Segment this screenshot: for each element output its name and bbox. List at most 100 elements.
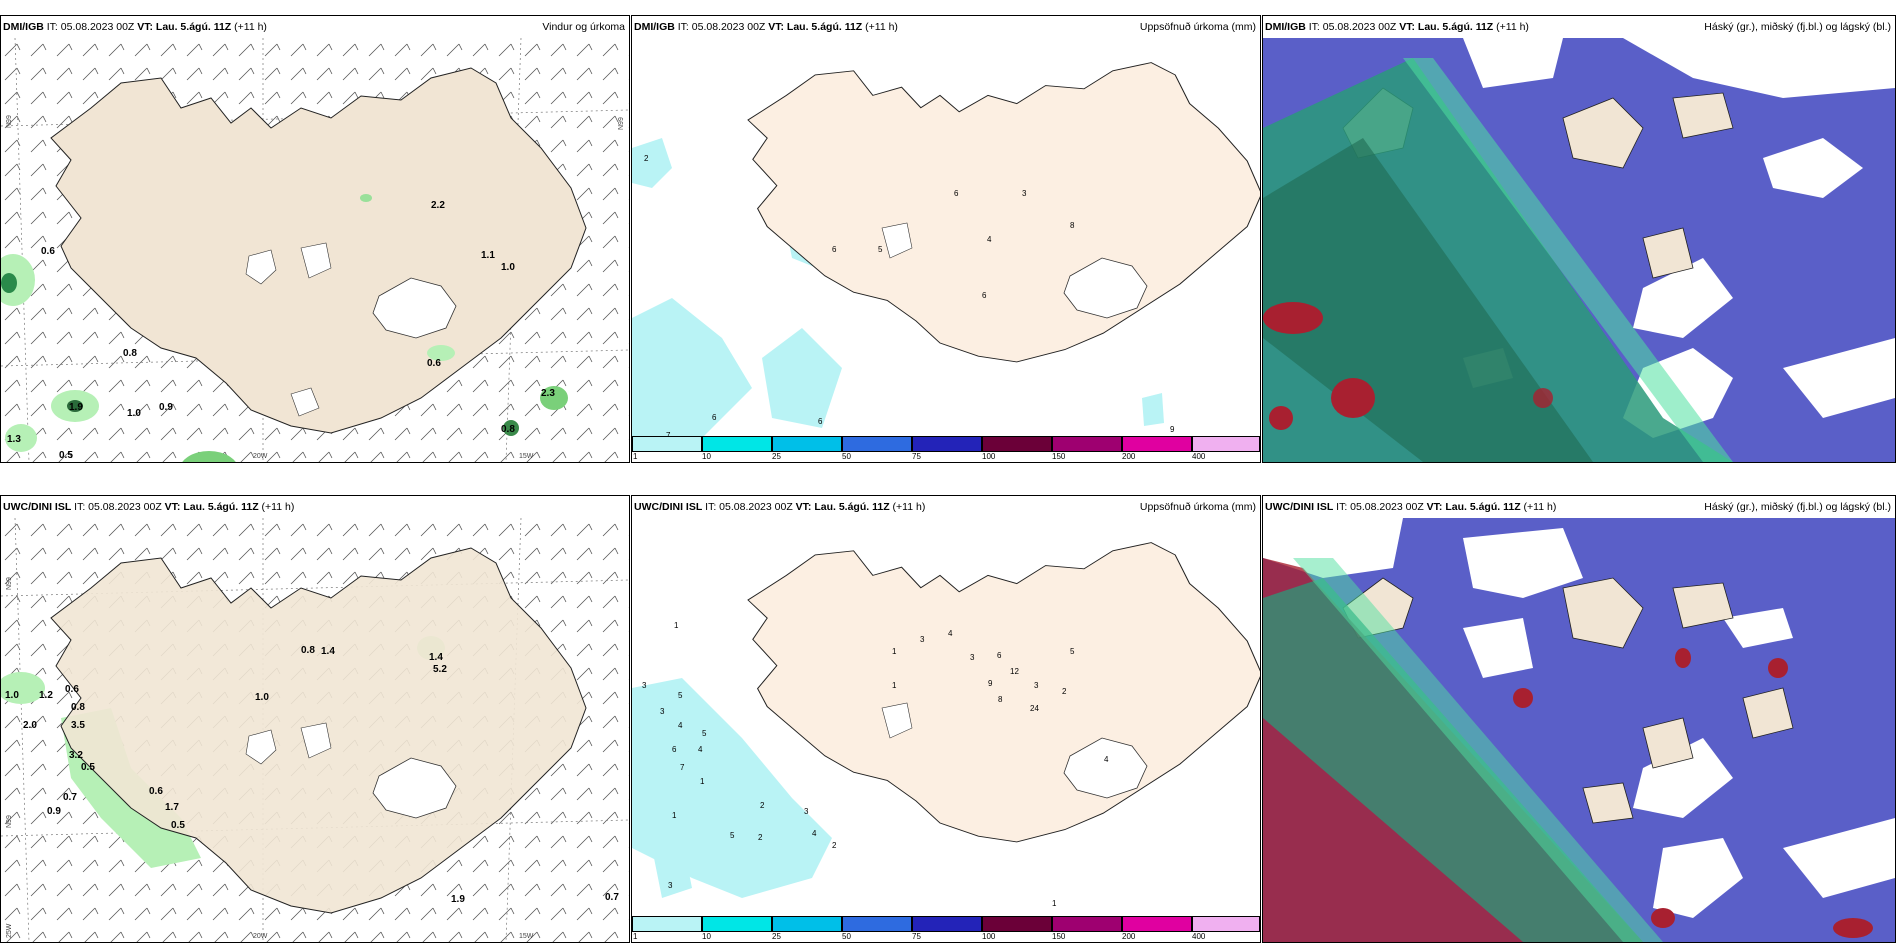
panel-accum-precip-uwc: UWC/DINI ISL IT: 05.08.2023 00Z VT: Lau.… xyxy=(631,495,1261,943)
panel-title: Háský (gr.), miðský (fj.bl.) og lágský (… xyxy=(1704,21,1891,33)
value-label: 5 xyxy=(730,831,735,840)
glacier xyxy=(290,387,320,417)
colorbar-swatch xyxy=(842,916,912,932)
value-label: 2 xyxy=(758,833,763,842)
colorbar-tick: 25 xyxy=(772,932,781,941)
value-label: 2 xyxy=(832,841,837,850)
colorbar-tick: 200 xyxy=(1122,452,1136,461)
value-label: 0.6 xyxy=(65,684,79,695)
value-label: 0.8 xyxy=(123,348,137,359)
value-label: 6 xyxy=(672,745,677,754)
colorbar-tick: 1 xyxy=(633,452,638,461)
colorbar-swatch xyxy=(1122,916,1192,932)
value-label: 5 xyxy=(678,691,683,700)
cloud-band-edge xyxy=(1403,58,1733,462)
panel-title: Háský (gr.), miðský (fj.bl.) og lágský (… xyxy=(1704,501,1891,513)
colorbar-tick: 50 xyxy=(842,932,851,941)
value-label: 3.2 xyxy=(69,750,83,761)
glacier xyxy=(372,277,457,339)
value-label: 9 xyxy=(1170,425,1175,434)
panel-accum-precip-dmi: DMI/IGB IT: 05.08.2023 00Z VT: Lau. 5.ág… xyxy=(631,15,1261,463)
lon-label: 15W xyxy=(519,933,534,940)
panel-header: UWC/DINI ISL IT: 05.08.2023 00Z VT: Lau.… xyxy=(1263,496,1895,518)
lon-label: 15W xyxy=(519,453,534,460)
value-label: 5 xyxy=(1070,647,1075,656)
value-label: 2 xyxy=(760,801,765,810)
value-label: 3 xyxy=(804,807,809,816)
colorbar-swatch xyxy=(1122,436,1192,452)
lon-label: 20W xyxy=(253,453,268,460)
value-label: 3 xyxy=(920,635,925,644)
panel-header: UWC/DINI ISL IT: 05.08.2023 00Z VT: Lau.… xyxy=(632,496,1260,518)
value-label: 2 xyxy=(644,154,649,163)
value-label: 9 xyxy=(988,679,993,688)
value-label: 7 xyxy=(666,431,671,440)
colorbar-swatch xyxy=(632,916,702,932)
valid-time: VT: Lau. 5.ágú. 11Z xyxy=(164,501,259,513)
high-cloud-areas xyxy=(1263,302,1553,430)
map-area: 1 4 3 1 6 3 12 3 5 9 8 24 2 1 4 3 5 3 4 … xyxy=(632,518,1260,942)
lead-time: (+11 h) xyxy=(1496,21,1529,33)
colorbar-swatch xyxy=(1192,436,1260,452)
wind-map: 0.8 1.4 1.4 5.2 1.0 1.0 1.2 0.6 0.8 2.0 … xyxy=(1,518,629,942)
value-label: 0.6 xyxy=(427,358,441,369)
precip-map: 2 6 3 8 6 5 4 6 7 6 6 9 xyxy=(632,38,1260,462)
value-label: 1 xyxy=(892,647,897,656)
value-label: 5 xyxy=(878,245,883,254)
value-label: 3 xyxy=(1022,189,1027,198)
lat-label: N99 xyxy=(6,815,13,828)
precip-values: 2.2 1.1 1.0 0.6 0.8 0.6 2.3 1.9 1.0 0.9 … xyxy=(7,200,555,461)
model-name: DMI/IGB xyxy=(1265,21,1306,33)
value-label: 3.5 xyxy=(71,720,85,731)
lead-time: (+11 h) xyxy=(261,501,295,513)
value-label: 1 xyxy=(1052,899,1057,908)
value-label: 6 xyxy=(954,189,959,198)
model-name: DMI/IGB xyxy=(634,21,675,33)
lead-time: (+11 h) xyxy=(234,21,267,33)
lead-time: (+11 h) xyxy=(865,21,898,33)
colorbar-swatch xyxy=(772,436,842,452)
colorbar-tick: 25 xyxy=(772,452,781,461)
cloud-band-edge xyxy=(1293,558,1663,942)
map-area xyxy=(1263,38,1895,462)
glacier xyxy=(372,757,457,819)
glacier xyxy=(1063,257,1148,319)
panel-clouds-dmi: DMI/IGB IT: 05.08.2023 00Z VT: Lau. 5.ág… xyxy=(1262,15,1896,463)
value-label: 8 xyxy=(1070,221,1075,230)
colorbar-tick: 150 xyxy=(1052,932,1066,941)
value-label: 0.8 xyxy=(501,424,515,435)
colorbar-swatch xyxy=(1052,436,1122,452)
value-label: 1.9 xyxy=(451,894,465,905)
value-label: 4 xyxy=(812,829,817,838)
colorbar-swatch xyxy=(912,436,982,452)
precip-areas xyxy=(1,194,568,462)
value-label: 4 xyxy=(948,629,953,638)
colorbar-tick: 10 xyxy=(702,932,711,941)
colorbar-swatch xyxy=(912,916,982,932)
panel-header: DMI/IGB IT: 05.08.2023 00Z VT: Lau. 5.ág… xyxy=(632,16,1260,38)
value-label: 1 xyxy=(672,811,677,820)
value-label: 7 xyxy=(680,763,685,772)
panel-header: DMI/IGB IT: 05.08.2023 00Z VT: Lau. 5.ág… xyxy=(1263,16,1895,38)
colorbar-tick: 400 xyxy=(1192,932,1206,941)
valid-time: VT: Lau. 5.ágú. 11Z xyxy=(768,21,863,33)
model-name: UWC/DINI ISL xyxy=(1265,501,1334,513)
value-label: 6 xyxy=(818,417,823,426)
precip-values: 0.8 1.4 1.4 5.2 1.0 1.0 1.2 0.6 0.8 2.0 … xyxy=(5,645,619,905)
map-area: 0.8 1.4 1.4 5.2 1.0 1.0 1.2 0.6 0.8 2.0 … xyxy=(1,518,629,942)
value-label: 1.0 xyxy=(501,262,515,273)
lon-label: 25W xyxy=(6,923,13,938)
value-label: 0.8 xyxy=(301,645,315,656)
colorbar-tick: 10 xyxy=(702,452,711,461)
value-label: 1 xyxy=(700,777,705,786)
value-label: 0.7 xyxy=(63,792,77,803)
value-label: 1.7 xyxy=(165,802,179,813)
value-label: 0.8 xyxy=(71,702,85,713)
high-cloud-spots xyxy=(1513,648,1873,938)
value-label: 3 xyxy=(660,707,665,716)
colorbar-swatch xyxy=(632,436,702,452)
valid-time: VT: Lau. 5.ágú. 11Z xyxy=(1426,501,1521,513)
value-label: 2 xyxy=(1062,687,1067,696)
value-label: 6 xyxy=(982,291,987,300)
colorbar: 1 10 25 50 75 100 150 200 400 xyxy=(632,436,1260,462)
